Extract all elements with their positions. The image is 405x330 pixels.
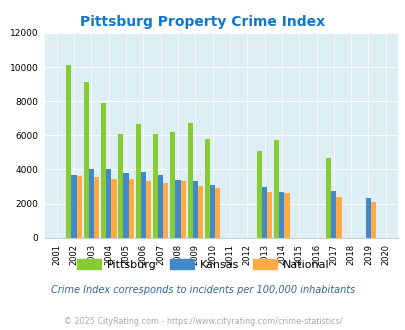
Bar — [123, 173, 128, 238]
Bar — [370, 202, 375, 238]
Bar — [215, 188, 220, 238]
Bar — [118, 134, 123, 238]
Bar — [153, 134, 158, 238]
Bar — [128, 179, 134, 238]
Legend: Pittsburg, Kansas, National: Pittsburg, Kansas, National — [72, 255, 333, 274]
Bar — [175, 181, 180, 238]
Bar — [197, 186, 202, 238]
Bar — [266, 192, 272, 238]
Bar — [279, 192, 284, 238]
Text: © 2025 CityRating.com - https://www.cityrating.com/crime-statistics/: © 2025 CityRating.com - https://www.city… — [64, 317, 341, 326]
Bar — [163, 183, 168, 238]
Bar — [89, 169, 94, 238]
Text: Crime Index corresponds to incidents per 100,000 inhabitants: Crime Index corresponds to incidents per… — [51, 285, 354, 295]
Bar — [77, 176, 82, 238]
Bar — [158, 175, 163, 238]
Text: Pittsburg Property Crime Index: Pittsburg Property Crime Index — [80, 15, 325, 29]
Bar — [325, 158, 330, 238]
Bar — [66, 65, 71, 238]
Bar — [170, 132, 175, 238]
Bar — [330, 191, 336, 238]
Bar — [83, 82, 89, 238]
Bar — [336, 197, 341, 238]
Bar — [209, 185, 215, 238]
Bar — [111, 179, 116, 238]
Bar — [256, 150, 261, 238]
Bar — [365, 198, 370, 238]
Bar — [261, 187, 266, 238]
Bar — [141, 172, 145, 238]
Bar — [135, 124, 141, 238]
Bar — [192, 181, 197, 238]
Bar — [284, 193, 289, 238]
Bar — [94, 177, 99, 238]
Bar — [106, 169, 111, 238]
Bar — [187, 122, 192, 238]
Bar — [180, 181, 185, 238]
Bar — [145, 181, 151, 238]
Bar — [71, 175, 77, 238]
Bar — [204, 139, 209, 238]
Bar — [273, 140, 279, 238]
Bar — [101, 103, 106, 238]
